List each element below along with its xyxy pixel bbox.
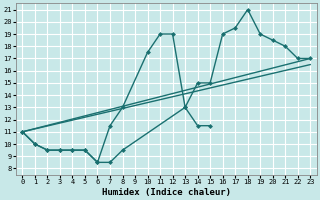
X-axis label: Humidex (Indice chaleur): Humidex (Indice chaleur): [102, 188, 231, 197]
